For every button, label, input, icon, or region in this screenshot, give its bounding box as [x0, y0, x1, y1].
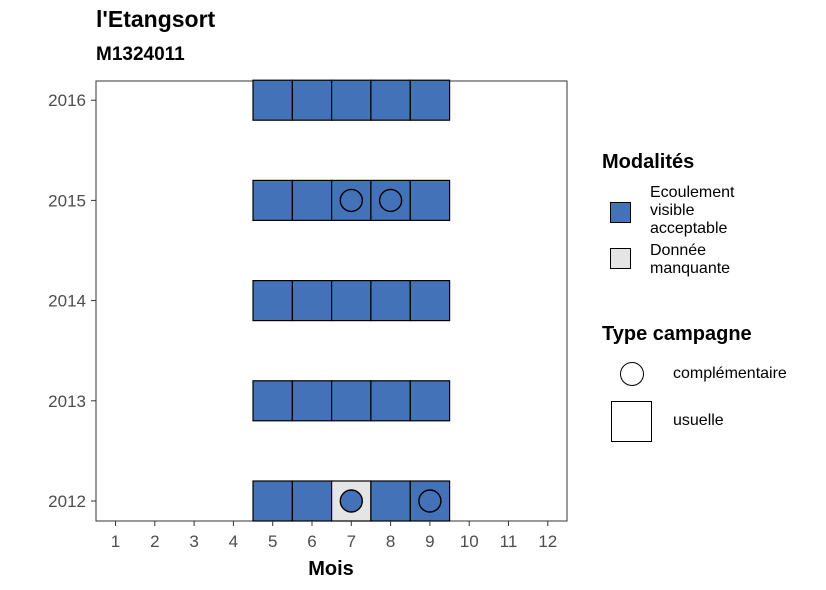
y-tick-label: 2015 — [48, 191, 86, 210]
x-tick-label: 7 — [347, 532, 356, 551]
heatmap-cell — [370, 280, 411, 322]
heatmap-cell — [409, 480, 451, 522]
x-tick-label: 10 — [460, 532, 479, 551]
legend-key-manquante — [610, 248, 631, 269]
y-tick-label: 2016 — [48, 91, 86, 110]
heatmap-cell — [409, 179, 451, 221]
legend-label-line: visible — [650, 202, 695, 219]
chart-title: l'Etangsort — [96, 6, 216, 32]
x-tick-label: 3 — [189, 532, 198, 551]
complementaire-marker — [378, 188, 403, 213]
heatmap-cell — [331, 280, 372, 322]
legend-type-title: Type campagne — [602, 323, 752, 345]
legend-label-line: Ecoulement — [650, 184, 735, 201]
legend-label-usuelle: usuelle — [673, 412, 724, 429]
heatmap-cell — [252, 280, 293, 322]
heatmap-cell — [331, 79, 372, 121]
circle-icon — [620, 362, 644, 386]
heatmap-cell — [291, 179, 333, 221]
heatmap-cell — [252, 179, 293, 221]
legend-label-manquante: Donnée manquante — [650, 242, 730, 278]
heatmap-cell — [370, 179, 411, 221]
heatmap-cell — [291, 380, 333, 422]
heatmap-cell — [409, 280, 451, 322]
complementaire-marker — [339, 489, 363, 513]
heatmap-cell — [409, 79, 451, 121]
x-tick-label: 1 — [111, 532, 120, 551]
x-tick-label: 8 — [386, 532, 395, 551]
chart-subtitle: M1324011 — [96, 44, 185, 65]
heatmap-cell — [291, 280, 333, 322]
heatmap-cell — [370, 480, 411, 522]
square-icon — [611, 401, 652, 442]
x-tick-label: 2 — [150, 532, 159, 551]
complementaire-marker — [339, 188, 363, 213]
x-tick-label: 11 — [500, 532, 518, 551]
legend-label-line: acceptable — [650, 220, 728, 237]
legend-label-complementaire: complémentaire — [673, 365, 787, 382]
legend-modalites-title: Modalités — [602, 151, 695, 173]
x-tick-label: 4 — [229, 532, 238, 551]
complementaire-marker — [418, 489, 442, 513]
x-tick-label: 9 — [425, 532, 434, 551]
heatmap-cell — [409, 380, 451, 422]
heatmap-cell — [252, 480, 293, 522]
legend-label-line: Donnée — [650, 242, 707, 259]
heatmap-cell — [370, 79, 411, 121]
heatmap-cell — [291, 480, 333, 522]
x-tick-label: 6 — [307, 532, 316, 551]
y-tick-label: 2014 — [48, 292, 86, 311]
heatmap-cell — [252, 380, 293, 422]
x-tick-label: 5 — [268, 532, 277, 551]
legend-key-ecoulement — [610, 202, 631, 223]
y-tick-label: 2013 — [48, 392, 86, 411]
legend-label-ecoulement: Ecoulement visible acceptable — [650, 184, 735, 238]
heatmap-cell — [331, 179, 372, 221]
x-tick-label: 12 — [538, 532, 557, 551]
x-axis-title: Mois — [308, 558, 354, 580]
legend-label-line: manquante — [650, 260, 731, 277]
heatmap-cell — [252, 79, 293, 121]
y-tick-label: 2012 — [48, 492, 86, 511]
heatmap-cell — [331, 380, 372, 422]
heatmap-cell — [291, 79, 333, 121]
heatmap-cell — [370, 380, 411, 422]
